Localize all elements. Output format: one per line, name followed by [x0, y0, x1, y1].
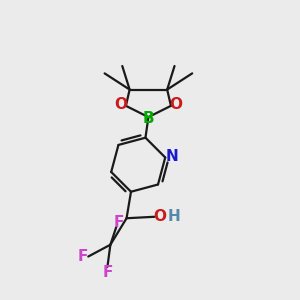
Text: F: F [102, 265, 112, 280]
Text: O: O [170, 98, 183, 112]
Text: B: B [142, 111, 154, 126]
Text: N: N [165, 149, 178, 164]
Text: F: F [114, 215, 124, 230]
Text: O: O [114, 98, 127, 112]
Text: O: O [153, 209, 166, 224]
Text: H: H [167, 209, 180, 224]
Text: F: F [77, 249, 88, 264]
